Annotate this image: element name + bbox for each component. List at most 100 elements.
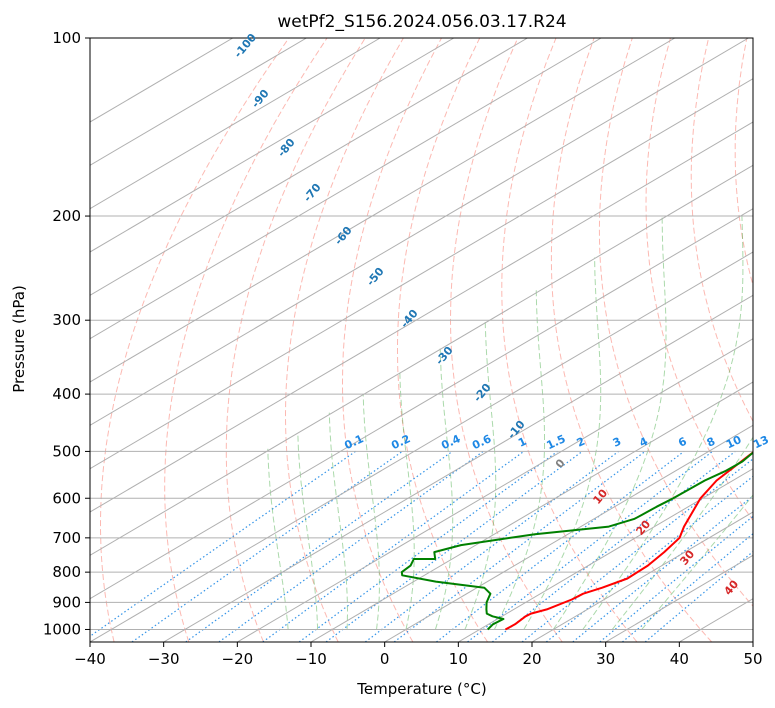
isotherm-gridline [90, 38, 602, 340]
mixing-ratio-line [185, 450, 453, 642]
y-tick-label: 400 [52, 385, 81, 403]
moist-adiabat-line [523, 257, 602, 630]
isotherm-gridline [90, 121, 753, 513]
dry-adiabat-line [734, 38, 753, 288]
y-tick-label: 800 [52, 563, 81, 581]
isotherm-label: -50 [364, 265, 387, 289]
moist-adiabat-line [328, 412, 348, 630]
moist-adiabat-line [582, 215, 744, 630]
dry-adiabat-line [598, 38, 753, 607]
moist-adiabat-line [493, 288, 545, 630]
x-tick-label: −10 [295, 650, 327, 668]
mixing-ratio-label: 0.2 [389, 432, 412, 452]
isotherm-gridline [531, 511, 753, 642]
plot-area [90, 38, 753, 642]
dry-adiabat-line [164, 38, 328, 642]
x-tick-label: 10 [449, 650, 468, 668]
moist-adiabat-line [552, 215, 667, 630]
isotherm-label: -80 [275, 136, 298, 160]
isotherm-gridline [90, 78, 753, 470]
dry-adiabat-line [397, 38, 489, 642]
mixing-ratio-line [90, 450, 356, 638]
mixing-ratio-line [599, 515, 753, 642]
mixing-ratio-line [218, 450, 484, 642]
dry-adiabat-line [285, 38, 404, 642]
x-tick-label: 40 [670, 650, 689, 668]
plot-frame [89, 37, 754, 643]
isotherm-gridline [90, 38, 381, 210]
isotherm-gridline [163, 294, 753, 642]
isotherm-gridline [90, 164, 753, 556]
y-tick-label: 600 [52, 489, 81, 507]
mixing-ratio-label: 0.1 [342, 432, 365, 452]
moist-adiabat-line [611, 436, 753, 630]
isotherm-label: -40 [398, 307, 421, 331]
isotherm-label: -20 [471, 381, 494, 405]
moist-adiabat-line [399, 370, 415, 630]
isotherm-gridline [310, 381, 753, 642]
mixing-ratio-line [491, 450, 736, 642]
dry-adiabat-label: 10 [590, 486, 610, 506]
moist-adiabat-line [464, 320, 497, 630]
isotherm-gridline [90, 38, 676, 383]
moist-adiabat-line [434, 348, 454, 630]
mixing-ratio-line [436, 450, 685, 642]
mixing-ratio-line [393, 450, 646, 642]
y-tick-label: 900 [52, 593, 81, 611]
mixing-ratio-line [131, 450, 403, 642]
moist-adiabat-line [641, 494, 753, 630]
x-tick-label: −40 [74, 650, 106, 668]
dry-adiabat-line [449, 38, 563, 642]
dry-adiabat-line [501, 38, 638, 642]
mixing-ratio-label: 0.6 [470, 432, 493, 452]
mixing-ratio-line [644, 550, 753, 642]
mixing-ratio-label: 6 [676, 435, 689, 450]
isotherm-label: -90 [249, 87, 272, 111]
mixing-ratio-label: 13 [751, 433, 770, 451]
temperature-profile-line [504, 451, 753, 631]
x-tick-label: 30 [596, 650, 615, 668]
x-tick-label: 50 [743, 650, 762, 668]
isotherm-label: -100 [231, 31, 259, 61]
isotherm-gridline [458, 468, 753, 642]
y-tick-label: 500 [52, 442, 81, 460]
moist-adiabat-line [267, 448, 289, 630]
isotherm-gridline [90, 38, 234, 123]
isotherm-gridline [90, 208, 753, 600]
isotherm-gridline [90, 251, 753, 642]
x-tick-label: −20 [222, 650, 254, 668]
mixing-ratio-line [545, 475, 753, 642]
moist-adiabat-label: 0 [553, 456, 568, 470]
mixing-ratio-label: 0.4 [439, 432, 462, 452]
dry-adiabat-line [225, 38, 366, 642]
y-axis-label: Pressure (hPa) [10, 285, 28, 393]
chart-title: wetPf2_S156.2024.056.03.17.R24 [277, 12, 566, 32]
dry-adiabat-line [690, 38, 753, 423]
dewpoint-profile-line [400, 451, 753, 631]
y-tick-label: 100 [52, 29, 81, 47]
mixing-ratio-label: 4 [637, 435, 650, 450]
isotherm-gridline [237, 338, 753, 642]
moist-adiabat-line [297, 432, 319, 630]
isotherm-gridline [752, 641, 753, 642]
y-tick-label: 200 [52, 207, 81, 225]
mixing-ratio-label: 1 [516, 435, 528, 450]
x-tick-label: 20 [522, 650, 541, 668]
x-tick-label: 0 [380, 650, 390, 668]
dry-adiabat-label: 40 [721, 577, 741, 597]
y-tick-label: 700 [52, 529, 81, 547]
y-tick-label: 300 [52, 311, 81, 329]
dry-adiabat-line [645, 38, 753, 522]
isotherm-gridline [90, 38, 307, 166]
isotherm-gridline [90, 38, 455, 253]
mixing-ratio-label: 3 [611, 435, 623, 450]
isotherm-gridline [90, 38, 749, 426]
mixing-ratio-label: 10 [724, 433, 744, 451]
isotherm-label: -70 [301, 181, 324, 205]
mixing-ratio-line [622, 532, 753, 642]
x-axis-label: Temperature (°C) [356, 680, 486, 698]
mixing-ratio-line [572, 495, 753, 642]
dry-adiabat-label: 20 [633, 517, 653, 537]
dry-adiabat-line [100, 38, 290, 642]
